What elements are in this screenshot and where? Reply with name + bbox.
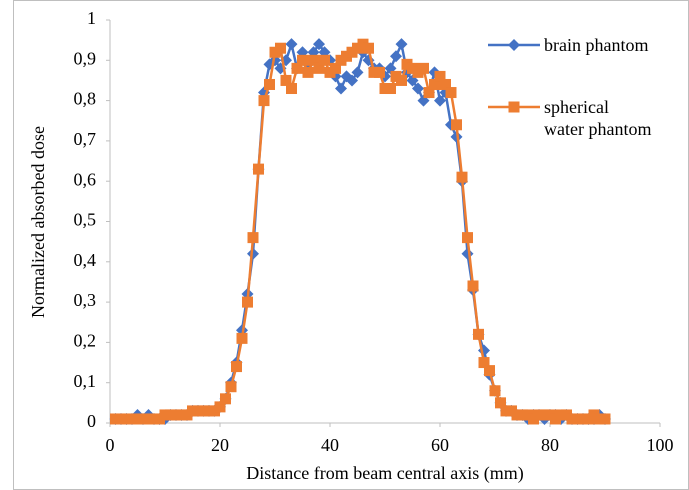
data-point — [330, 62, 341, 74]
data-point — [489, 385, 501, 397]
data-point — [385, 83, 396, 95]
data-point — [363, 42, 374, 54]
x-tick-label: 80 — [541, 435, 559, 455]
data-point — [495, 397, 506, 409]
y-tick-label: 0,8 — [74, 89, 97, 109]
data-point — [220, 393, 231, 405]
data-point — [275, 42, 286, 54]
data-point — [440, 78, 451, 90]
y-tick-label: 0,4 — [74, 250, 97, 270]
data-point — [390, 50, 402, 63]
data-point — [253, 163, 264, 175]
data-point — [462, 232, 473, 244]
y-tick-label: 0,6 — [74, 169, 97, 189]
data-point — [247, 232, 259, 244]
data-point — [484, 365, 495, 377]
data-point — [451, 119, 462, 131]
data-point — [319, 54, 330, 66]
x-tick-label: 100 — [647, 435, 674, 455]
data-point — [247, 247, 259, 260]
data-point — [434, 94, 446, 107]
y-tick-label: 0,9 — [74, 48, 97, 68]
y-tick-label: 0 — [87, 411, 96, 431]
y-tick-label: 0,7 — [74, 129, 97, 149]
x-tick-label: 60 — [431, 435, 449, 455]
y-tick-label: 0,2 — [74, 331, 97, 351]
data-point — [418, 62, 429, 74]
series-line — [115, 42, 605, 421]
legend-label: spherical water phantom — [544, 97, 652, 139]
data-point — [445, 87, 457, 99]
y-tick-label: 0,3 — [74, 290, 97, 310]
data-point — [346, 74, 358, 87]
data-point — [429, 78, 440, 90]
data-point — [291, 62, 303, 74]
data-point — [467, 280, 479, 292]
data-point — [297, 54, 308, 66]
data-point — [412, 82, 424, 95]
data-point — [313, 62, 325, 74]
data-point — [242, 296, 253, 308]
y-axis-title: Normalized absorbed dose — [28, 126, 48, 318]
data-point — [313, 38, 325, 51]
data-point — [450, 130, 463, 143]
y-tick-label: 0,1 — [74, 371, 97, 391]
data-point — [423, 87, 435, 99]
data-point — [308, 54, 319, 66]
series-line — [115, 42, 606, 421]
data-point — [258, 95, 270, 107]
x-axis-title: Distance from beam central axis (mm) — [246, 463, 523, 484]
data-point — [236, 332, 248, 344]
data-point — [395, 38, 408, 51]
legend-marker — [508, 101, 520, 113]
data-point — [351, 66, 364, 79]
data-point — [473, 328, 484, 340]
data-point — [335, 82, 347, 95]
x-tick-label: 0 — [106, 435, 115, 455]
data-point — [396, 74, 407, 86]
y-tick-label: 1 — [87, 8, 96, 28]
data-point — [264, 78, 275, 90]
legend-label: brain phantom — [544, 35, 649, 55]
data-point — [285, 38, 298, 51]
data-point — [231, 361, 242, 373]
data-point — [374, 66, 385, 78]
data-point — [280, 74, 292, 86]
data-point — [434, 70, 446, 82]
data-point — [456, 171, 468, 183]
data-point — [478, 357, 490, 369]
data-point — [599, 413, 611, 425]
legend-marker — [508, 39, 520, 51]
data-point — [286, 83, 297, 95]
y-tick-label: 0,5 — [74, 210, 97, 230]
x-tick-label: 40 — [321, 435, 339, 455]
data-point — [302, 66, 314, 78]
data-point — [225, 381, 237, 393]
x-tick-label: 20 — [211, 435, 229, 455]
data-point — [461, 247, 474, 260]
data-point — [214, 401, 226, 413]
